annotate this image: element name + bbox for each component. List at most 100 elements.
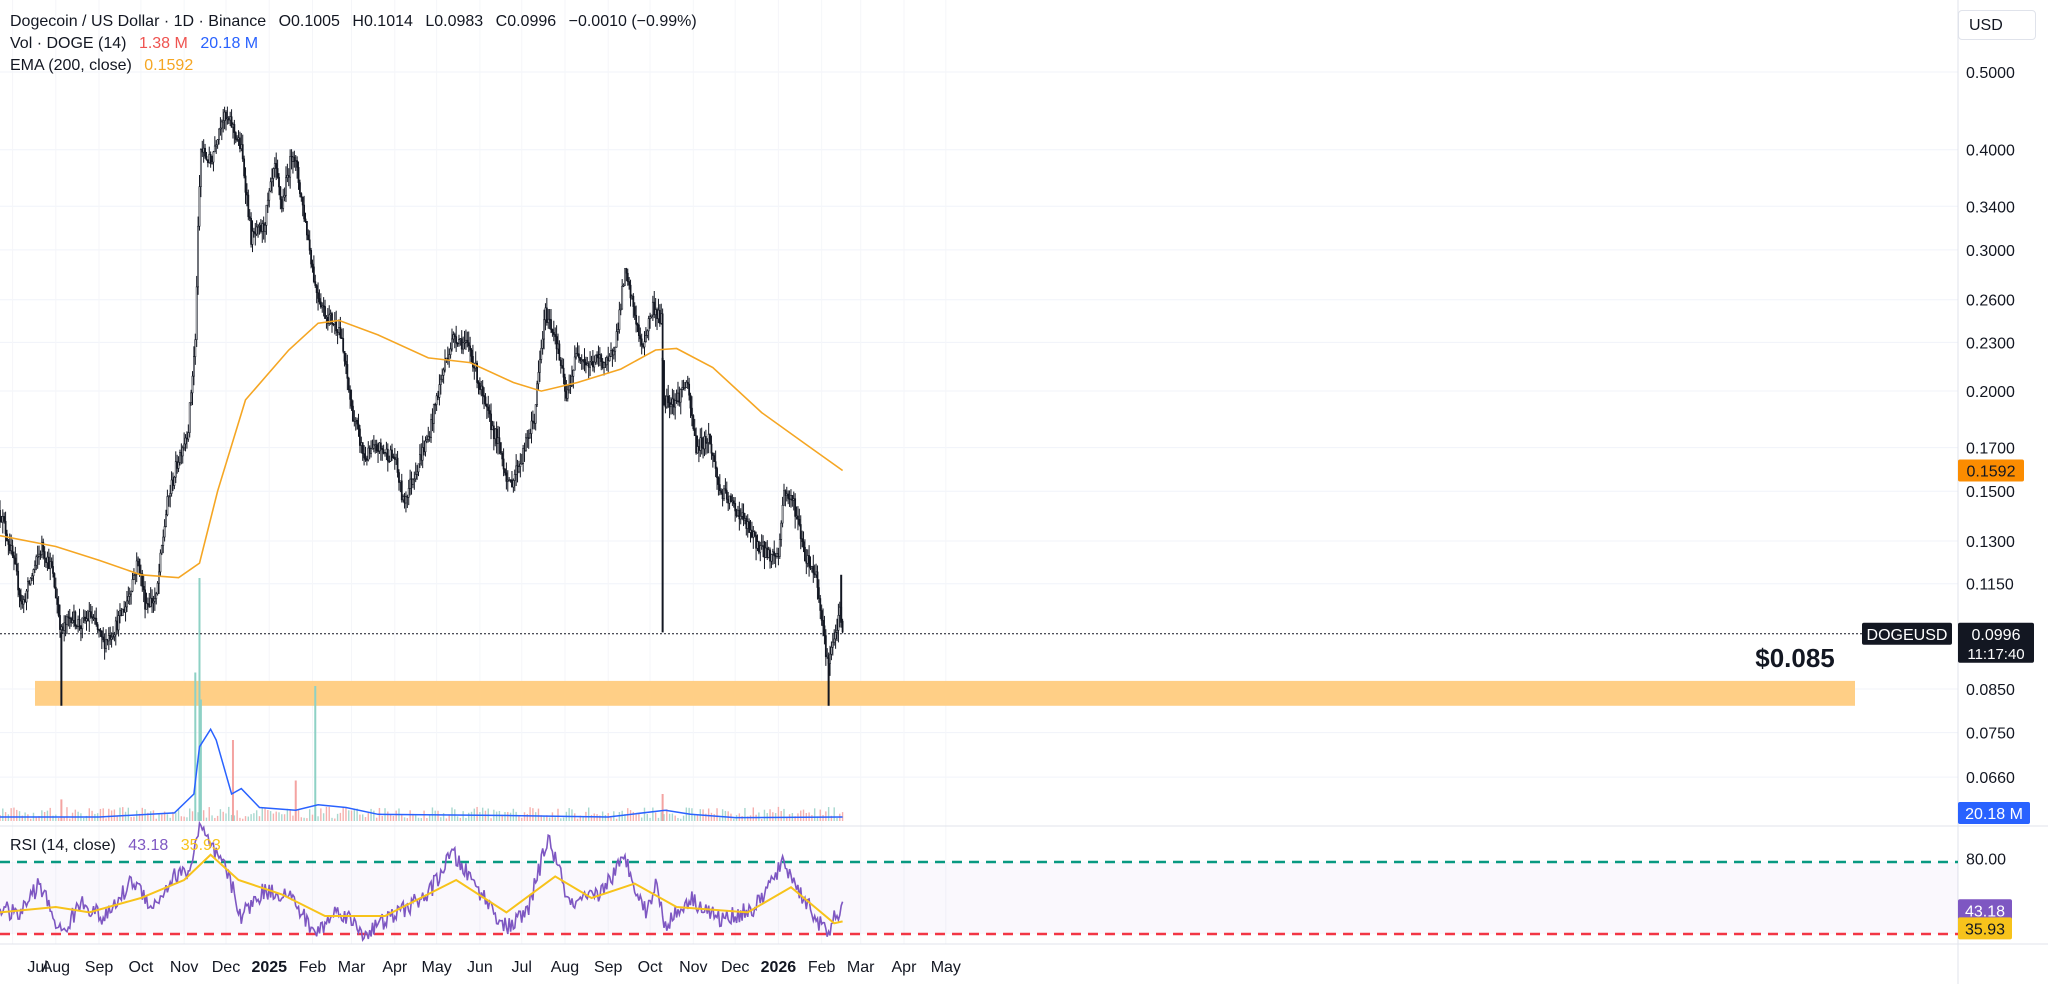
volume-bar [219, 809, 222, 821]
volume-bar [222, 811, 224, 821]
candle-up [360, 442, 363, 446]
volume-bar [666, 809, 668, 821]
volume-spike [194, 672, 197, 821]
candle-down [691, 407, 693, 416]
candle-up [416, 471, 419, 475]
volume-bar [306, 818, 308, 821]
volume-bar [800, 810, 802, 821]
candle-up [389, 449, 392, 462]
candle-up [71, 620, 74, 624]
volume-bar [507, 811, 509, 821]
volume-bar [55, 814, 57, 821]
volume-bar [214, 817, 216, 821]
candle-up [211, 161, 213, 164]
volume-spike [199, 699, 202, 821]
candle-up [575, 353, 578, 358]
volume-bar [99, 808, 102, 821]
candle-down [4, 520, 7, 535]
candle-down [751, 529, 753, 538]
candle-down [141, 573, 144, 587]
volume-bar [211, 815, 213, 821]
candle-down [805, 560, 808, 564]
candle-up [257, 225, 259, 228]
candle-up [512, 480, 515, 488]
volume-bar [105, 818, 107, 821]
candle-down [509, 479, 512, 482]
candle-down [315, 285, 318, 293]
candle-up [566, 389, 569, 399]
time-tick-label: 2025 [251, 959, 287, 976]
candle-up [195, 286, 198, 340]
currency-button[interactable]: USD [1958, 10, 2036, 40]
candle-down [738, 509, 741, 520]
candle-down [822, 619, 824, 627]
rsi-label: RSI (14, close) [10, 837, 116, 854]
candle-down [204, 147, 206, 157]
price-tick-label: 0.2300 [1966, 335, 2015, 352]
volume-bar [529, 807, 531, 821]
volume-bar [289, 809, 291, 821]
candle-down [469, 345, 472, 351]
candle-up [696, 446, 699, 454]
volume-legend[interactable]: Vol · DOGE (14) 1.38 M 20.18 M [10, 34, 266, 54]
candle-down [431, 419, 434, 424]
candle-down [280, 199, 283, 209]
volume-bar [10, 808, 12, 821]
candle-up [208, 154, 211, 163]
candle-up [134, 574, 137, 576]
candle-up [1, 516, 4, 523]
volume-bar [526, 814, 529, 821]
volume-bar [102, 808, 104, 821]
volume-bar [710, 812, 713, 821]
candle-up [593, 361, 596, 368]
time-tick-label: Dec [721, 959, 749, 976]
candle-up [187, 432, 190, 440]
candle-down [368, 447, 371, 454]
candle-down [24, 599, 27, 603]
volume-bar [635, 814, 637, 821]
candle-up [771, 551, 774, 555]
candle-up [285, 177, 287, 196]
candle-up [643, 341, 646, 348]
volume-bar [546, 815, 548, 821]
candle-down [632, 295, 635, 307]
candle-down [797, 515, 799, 520]
volume-bar [2, 808, 4, 821]
candle-down [483, 395, 485, 398]
volume-bar [353, 808, 356, 821]
candle-up [292, 156, 294, 162]
candle-down [548, 318, 551, 321]
volume-bar [417, 817, 420, 821]
candle-down [80, 626, 82, 630]
candle-up [73, 611, 75, 621]
candle-up [183, 443, 186, 449]
candle-up [439, 378, 442, 385]
candle-up [25, 590, 28, 603]
volume-bar [694, 814, 696, 821]
candle-down [428, 436, 431, 438]
candle-down [68, 617, 71, 619]
price-tick-label: 0.5000 [1966, 65, 2015, 82]
candle-up [660, 313, 663, 324]
candle-up [452, 334, 455, 340]
ema-legend[interactable]: EMA (200, close) 0.1592 [10, 56, 201, 76]
volume-bar [727, 811, 729, 821]
candle-down [262, 223, 265, 232]
candle-up [215, 144, 218, 147]
candle-up [283, 195, 286, 198]
symbol-title[interactable]: Dogecoin / US Dollar · 1D · Binance [10, 13, 267, 30]
candle-down [336, 330, 339, 334]
volume-bar [297, 809, 300, 821]
candle-down [67, 616, 70, 619]
candle-up [169, 493, 172, 497]
rsi-legend[interactable]: RSI (14, close) 43.18 35.93 [10, 836, 229, 856]
volume-bar [46, 810, 49, 821]
volume-bar [208, 807, 210, 821]
candle-up [184, 437, 187, 445]
candle-down [545, 307, 548, 323]
volume-bar [654, 812, 657, 821]
volume-bar [643, 807, 646, 821]
volume-bar [532, 808, 534, 821]
candle-up [603, 362, 605, 368]
